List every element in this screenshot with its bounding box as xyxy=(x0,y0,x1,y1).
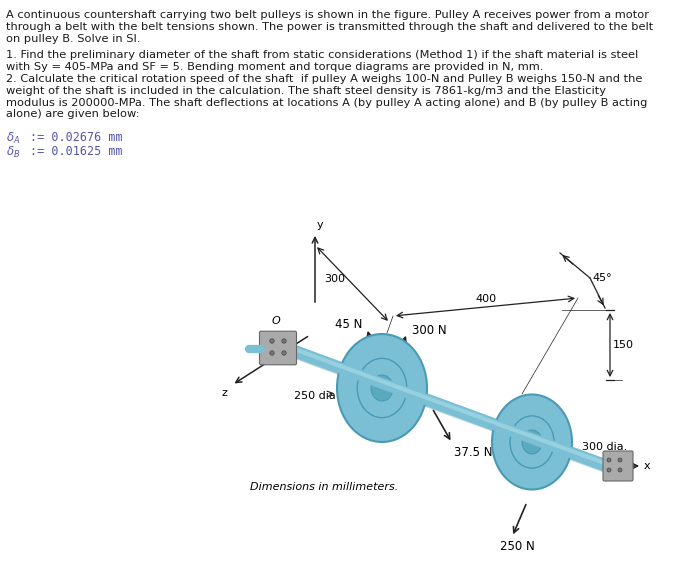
Text: 150: 150 xyxy=(613,340,634,350)
Text: 400: 400 xyxy=(475,294,496,304)
Ellipse shape xyxy=(371,375,393,401)
Text: z: z xyxy=(221,388,227,398)
Text: 1. Find the preliminary diameter of the shaft from static considerations (Method: 1. Find the preliminary diameter of the … xyxy=(6,51,638,60)
Ellipse shape xyxy=(337,334,427,442)
Ellipse shape xyxy=(492,395,572,490)
Ellipse shape xyxy=(510,416,554,468)
Text: A continuous countershaft carrying two belt pulleys is shown in the figure. Pull: A continuous countershaft carrying two b… xyxy=(6,10,649,20)
Text: y: y xyxy=(317,220,324,230)
Text: x: x xyxy=(644,461,651,471)
Text: 250 N: 250 N xyxy=(500,540,534,553)
Text: := 0.02676 mm: := 0.02676 mm xyxy=(30,131,123,144)
Circle shape xyxy=(282,351,286,355)
Text: Dimensions in millimeters.: Dimensions in millimeters. xyxy=(250,482,398,492)
FancyBboxPatch shape xyxy=(259,331,297,365)
Circle shape xyxy=(618,458,622,462)
Text: 300: 300 xyxy=(324,274,345,284)
Circle shape xyxy=(270,339,274,343)
Text: O: O xyxy=(271,316,280,326)
Text: 300 dia.: 300 dia. xyxy=(582,442,628,452)
Text: 300 N: 300 N xyxy=(412,324,447,336)
Text: 45 N: 45 N xyxy=(334,319,362,332)
Circle shape xyxy=(282,339,286,343)
Text: C: C xyxy=(607,464,615,474)
Text: alone) are given below:: alone) are given below: xyxy=(6,109,139,119)
Circle shape xyxy=(607,458,611,462)
Text: 2. Calculate the critical rotation speed of the shaft  if pulley A weighs 100-N : 2. Calculate the critical rotation speed… xyxy=(6,74,642,84)
Text: 37.5 N: 37.5 N xyxy=(454,446,492,459)
Ellipse shape xyxy=(357,358,407,418)
Text: weight of the shaft is included in the calculation. The shaft steel density is 7: weight of the shaft is included in the c… xyxy=(6,86,606,96)
Circle shape xyxy=(607,468,611,472)
Circle shape xyxy=(270,351,274,355)
Text: 250 dia.: 250 dia. xyxy=(294,391,339,401)
Text: $\delta_B$: $\delta_B$ xyxy=(6,145,20,160)
FancyBboxPatch shape xyxy=(603,451,633,481)
Text: A: A xyxy=(378,393,386,403)
Text: $\delta_A$: $\delta_A$ xyxy=(6,131,20,146)
Circle shape xyxy=(618,468,622,472)
Text: on pulley B. Solve in SI.: on pulley B. Solve in SI. xyxy=(6,33,141,44)
Text: modulus is 200000-MPa. The shaft deflections at locations A (by pulley A acting : modulus is 200000-MPa. The shaft deflect… xyxy=(6,97,647,108)
Text: with Sy = 405-MPa and SF = 5. Bending moment and torque diagrams are provided in: with Sy = 405-MPa and SF = 5. Bending mo… xyxy=(6,62,544,72)
Text: 45°: 45° xyxy=(592,273,611,283)
Text: through a belt with the belt tensions shown. The power is transmitted through th: through a belt with the belt tensions sh… xyxy=(6,22,653,32)
Ellipse shape xyxy=(522,430,542,454)
Text: B: B xyxy=(526,447,533,457)
Text: := 0.01625 mm: := 0.01625 mm xyxy=(30,145,123,158)
